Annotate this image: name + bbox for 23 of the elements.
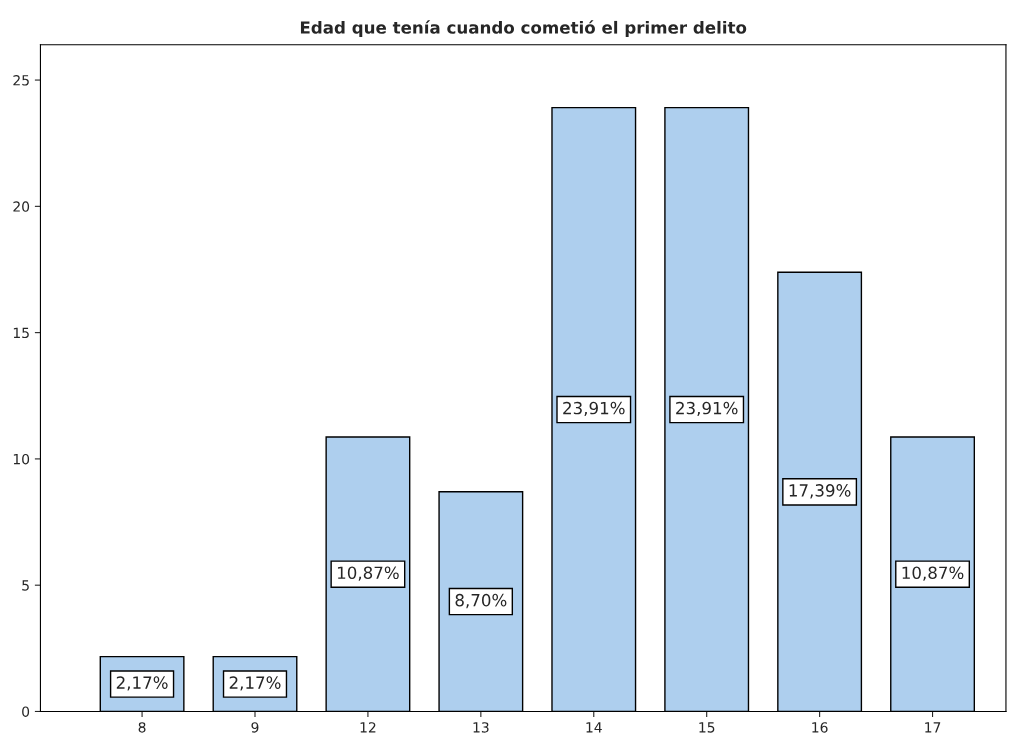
data-label: 23,91% [676,401,738,417]
data-label: 10,87% [337,566,399,581]
y-tick-label: 20 [13,201,30,212]
data-label: 10,87% [902,566,964,581]
x-tick-label: 13 [473,722,489,733]
chart-title: Edad que tenía cuando cometió el primer delito [300,20,747,38]
y-tick-label: 0 [22,706,30,717]
y-tick-label: 25 [13,75,29,86]
x-tick-label: 12 [360,722,376,733]
data-label: 2,17% [116,676,168,691]
data-label: 23,91% [563,401,625,417]
y-tick-label: 15 [13,327,29,339]
x-tick-label: 16 [812,722,828,733]
x-tick-label: 8 [138,722,146,733]
data-label: 2,17% [229,676,281,691]
x-tick-label: 15 [699,722,715,733]
x-tick-label: 14 [586,722,602,733]
data-label: 17,39% [789,484,851,499]
x-tick-label: 9 [251,722,259,733]
y-tick-label: 10 [13,453,30,465]
x-tick-label: 17 [925,722,941,733]
data-label: 8,70% [455,593,507,609]
y-tick-label: 5 [22,580,29,591]
